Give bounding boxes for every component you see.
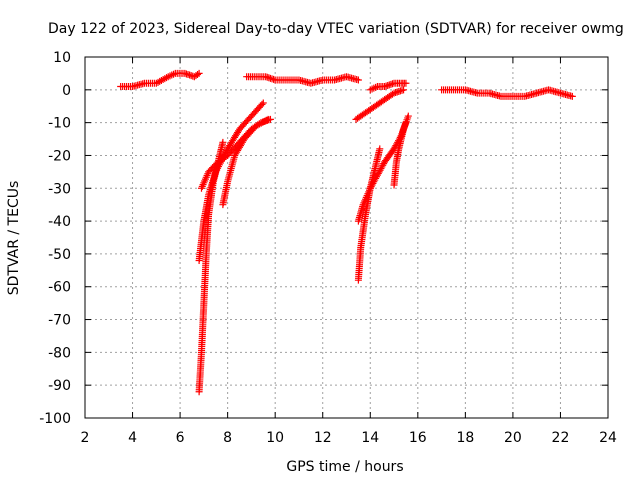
- axes: [84, 56, 609, 419]
- series-arc-4c: [352, 86, 408, 123]
- data-point: [568, 92, 576, 100]
- series-arc-4a: [354, 145, 384, 284]
- y-tick-label: -80: [48, 345, 71, 361]
- x-tick-label: 16: [409, 430, 427, 446]
- data-point: [258, 100, 266, 108]
- series-arc-1: [117, 69, 203, 91]
- y-tick-label: -10: [48, 116, 71, 132]
- plot-frame: [84, 56, 609, 419]
- x-tick-label: 8: [223, 430, 232, 446]
- data-point: [376, 145, 384, 153]
- data-point: [219, 138, 227, 146]
- y-tick-label: 0: [62, 83, 71, 99]
- data-point: [259, 99, 267, 107]
- y-tick-label: -70: [48, 313, 71, 329]
- data-point: [354, 76, 362, 84]
- x-tick-label: 24: [599, 430, 617, 446]
- x-tick-label: 22: [552, 430, 570, 446]
- data-point: [370, 84, 378, 92]
- data-point: [402, 79, 410, 87]
- x-tick-label: 18: [456, 430, 474, 446]
- data-points: [117, 69, 576, 396]
- data-point: [400, 86, 408, 94]
- data-point: [262, 116, 270, 124]
- data-point: [264, 115, 272, 123]
- series-arc-4d: [366, 79, 410, 94]
- y-tick-label: -20: [48, 148, 71, 164]
- series-arc-2d: [219, 115, 272, 209]
- series-arc-4e: [390, 112, 412, 189]
- y-tick-label: -30: [48, 181, 71, 197]
- data-point: [388, 90, 396, 98]
- series-arc-3: [243, 73, 362, 87]
- x-axis-label: GPS time / hours: [286, 459, 403, 475]
- data-point: [404, 112, 412, 120]
- chart-title: Day 122 of 2023, Sidereal Day-to-day VTE…: [48, 21, 624, 37]
- x-tick-label: 6: [176, 430, 185, 446]
- x-tick-label: 14: [361, 430, 379, 446]
- y-tick-label: 10: [53, 50, 71, 66]
- x-tick-label: 10: [266, 430, 284, 446]
- y-tick-label: -50: [48, 247, 71, 263]
- x-tick-label: 2: [81, 430, 90, 446]
- x-tick-label: 12: [314, 430, 332, 446]
- y-tick-label: -100: [39, 411, 71, 427]
- ticks: 2 4 6 8 10 12 14 16 18 20 22 24100-10-20-30-40-50-6…: [39, 50, 617, 446]
- data-point: [195, 69, 203, 77]
- y-tick-label: -90: [48, 378, 71, 394]
- x-tick-label: 20: [504, 430, 522, 446]
- x-tick-label: 4: [128, 430, 137, 446]
- y-tick-label: -60: [48, 280, 71, 296]
- data-point: [194, 71, 202, 79]
- series-arc-5: [438, 86, 576, 100]
- series-arc-2b: [195, 99, 267, 264]
- y-tick-label: -40: [48, 214, 71, 230]
- y-axis-label: SDTVAR / TECUs: [6, 181, 22, 296]
- grid: [85, 57, 608, 418]
